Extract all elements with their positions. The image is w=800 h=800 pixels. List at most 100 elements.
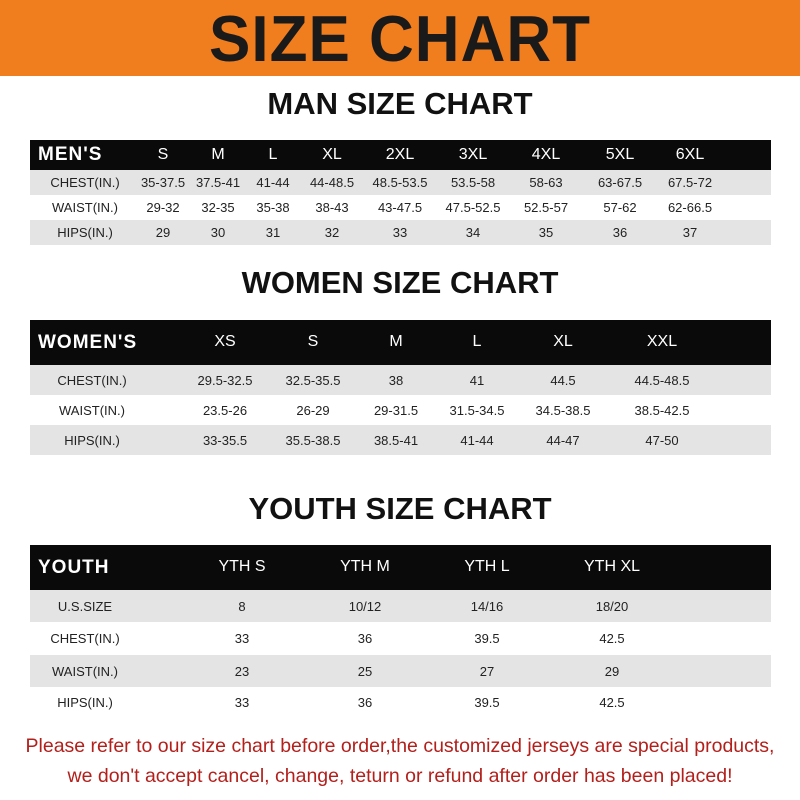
table-row: WAIST(IN.) 29-32 32-35 35-38 38-43 43-47.5 47.…	[30, 195, 771, 220]
table-cell: 67.5-72	[667, 175, 713, 190]
table-cell: 47.5-52.5	[445, 200, 501, 215]
row-label: HIPS(IN.)	[64, 433, 120, 448]
men-section-title: MAN SIZE CHART	[267, 86, 533, 121]
row-label: CHEST(IN.)	[50, 631, 120, 646]
table-cell: 57-62	[603, 200, 637, 215]
row-label: CHEST(IN.)	[50, 175, 120, 190]
size-header: 2XL	[385, 146, 415, 163]
table-cell: 35	[538, 225, 554, 240]
table-cell: 35.5-38.5	[285, 433, 341, 448]
table-cell: 36	[357, 631, 373, 646]
row-label: CHEST(IN.)	[57, 373, 127, 388]
row-label: WAIST(IN.)	[52, 200, 118, 215]
title-banner: SIZE CHART	[0, 0, 800, 76]
table-cell: 38	[388, 373, 404, 388]
size-header: M	[389, 333, 403, 350]
table-cell: 33-35.5	[202, 433, 248, 448]
table-row: HIPS(IN.) 29 30 31 32 33 34 35 36 37	[30, 220, 771, 245]
table-cell: 43-47.5	[377, 200, 423, 215]
size-header: XXL	[646, 333, 678, 350]
footer-notice-line2: we don't accept cancel, change, teturn o…	[67, 765, 733, 787]
size-header: L	[472, 333, 482, 350]
table-cell: 38.5-42.5	[634, 403, 690, 418]
size-header: YTH M	[340, 558, 390, 575]
table-cell: 44-47	[546, 433, 580, 448]
size-header: YTH S	[218, 558, 266, 575]
table-cell: 41	[469, 373, 485, 388]
table-cell: 39.5	[474, 631, 500, 646]
size-header: 5XL	[605, 146, 635, 163]
table-title-cell: YOUTH	[38, 557, 110, 578]
row-label: HIPS(IN.)	[57, 225, 113, 240]
table-cell: 25	[357, 664, 373, 679]
size-header: L	[268, 146, 278, 163]
table-cell: 58-63	[529, 175, 563, 190]
table-cell: 38.5-41	[373, 433, 419, 448]
table-cell: 39.5	[474, 695, 500, 710]
table-cell: 44.5	[550, 373, 576, 388]
table-cell: 42.5	[599, 631, 625, 646]
table-row: WAIST(IN.) 23 25 27 29	[30, 655, 771, 687]
table-row: CHEST(IN.) 29.5-32.5 32.5-35.5 38 41 44.5 44.5…	[30, 365, 771, 395]
women-section-title: WOMEN SIZE CHART	[241, 265, 559, 300]
table-cell: 36	[612, 225, 628, 240]
table-cell: 29-32	[146, 200, 180, 215]
size-header: 6XL	[675, 146, 705, 163]
table-cell: 33	[392, 225, 408, 240]
table-cell: 23	[234, 664, 250, 679]
table-cell: 26-29	[296, 403, 330, 418]
table-header-row: WOMEN'S XS S M L XL XXL	[30, 320, 771, 365]
table-cell: 29-31.5	[373, 403, 419, 418]
table-row: CHEST(IN.) 33 36 39.5 42.5	[30, 622, 771, 655]
table-cell: 32.5-35.5	[285, 373, 341, 388]
table-cell: 63-67.5	[597, 175, 643, 190]
table-cell: 30	[210, 225, 226, 240]
table-cell: 44.5-48.5	[634, 373, 690, 388]
size-header: 4XL	[531, 146, 561, 163]
size-header: S	[307, 333, 319, 350]
size-header: S	[157, 146, 169, 163]
table-cell: 41-44	[460, 433, 494, 448]
table-row: HIPS(IN.) 33-35.5 35.5-38.5 38.5-41 41-44 44-…	[30, 425, 771, 455]
table-cell: 33	[234, 695, 250, 710]
table-cell: 52.5-57	[523, 200, 569, 215]
table-cell: 34.5-38.5	[535, 403, 591, 418]
table-cell: 10/12	[348, 599, 382, 614]
table-cell: 33	[234, 631, 250, 646]
table-cell: 47-50	[645, 433, 679, 448]
table-row: HIPS(IN.) 33 36 39.5 42.5	[30, 687, 771, 718]
table-cell: 37	[682, 225, 698, 240]
table-row: WAIST(IN.) 23.5-26 26-29 29-31.5 31.5-34.5 34…	[30, 395, 771, 425]
size-header: M	[211, 146, 225, 163]
size-header: YTH L	[464, 558, 510, 575]
table-cell: 32	[324, 225, 340, 240]
table-cell: 62-66.5	[667, 200, 713, 215]
table-row: CHEST(IN.) 35-37.5 37.5-41 41-44 44-48.5 48.5…	[30, 170, 771, 195]
table-cell: 38-43	[315, 200, 349, 215]
size-header: YTH XL	[583, 558, 641, 575]
size-header: XL	[553, 333, 573, 350]
youth-section-title: YOUTH SIZE CHART	[248, 491, 552, 526]
table-cell: 37.5-41	[195, 175, 241, 190]
row-label: U.S.SIZE	[57, 599, 113, 614]
table-cell: 48.5-53.5	[372, 175, 428, 190]
table-cell: 18/20	[595, 599, 629, 614]
table-cell: 29	[155, 225, 171, 240]
table-cell: 29	[604, 664, 620, 679]
table-cell: 32-35	[201, 200, 235, 215]
size-header: 3XL	[458, 146, 488, 163]
table-title-cell: WOMEN'S	[38, 332, 138, 353]
row-label: HIPS(IN.)	[57, 695, 113, 710]
table-header-row: YOUTH YTH S YTH M YTH L YTH XL	[30, 545, 771, 590]
table-title-cell: MEN'S	[38, 144, 103, 165]
size-header: XS	[214, 333, 236, 350]
table-cell: 29.5-32.5	[197, 373, 253, 388]
table-cell: 8	[238, 599, 246, 614]
table-header-row: MEN'S S M L XL 2XL 3XL 4XL 5XL 6XL	[30, 140, 771, 170]
size-header: XL	[322, 146, 342, 163]
page-title: SIZE CHART	[209, 3, 591, 76]
table-cell: 35-38	[256, 200, 290, 215]
row-label: WAIST(IN.)	[52, 664, 118, 679]
table-cell: 23.5-26	[202, 403, 248, 418]
table-cell: 44-48.5	[309, 175, 355, 190]
